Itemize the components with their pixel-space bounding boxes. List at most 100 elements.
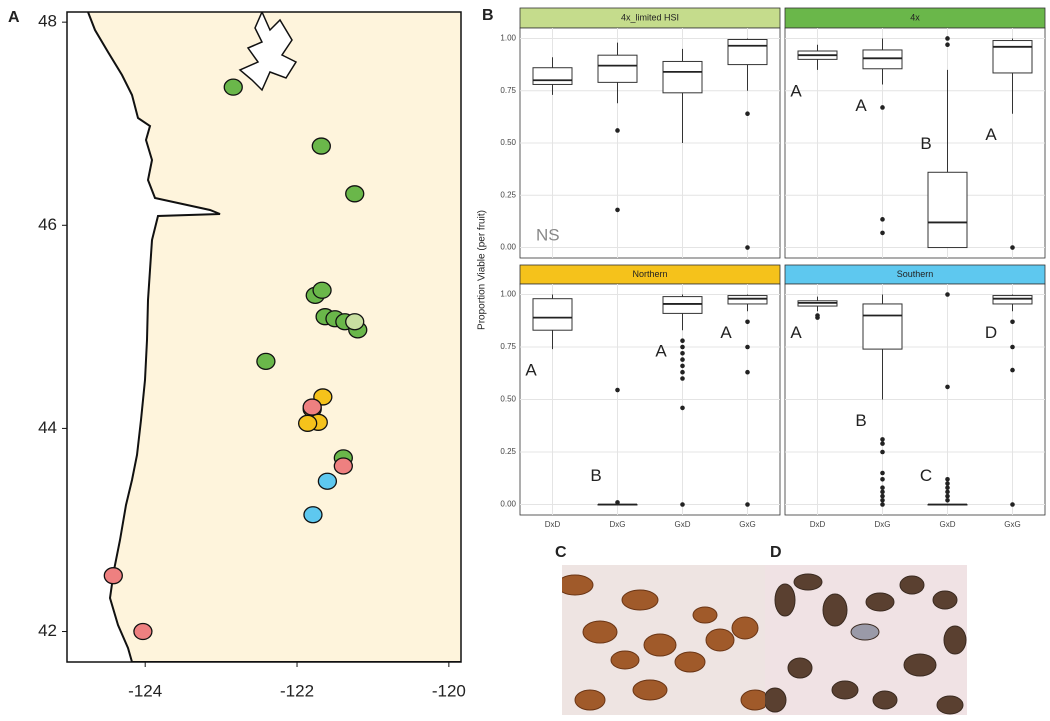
outlier [745, 245, 750, 250]
outlier [815, 315, 820, 320]
letter: A [655, 342, 667, 361]
outlier [745, 111, 750, 117]
letter: A [790, 323, 802, 342]
outlier [945, 498, 950, 503]
panel-label: B [482, 7, 494, 24]
box [862, 49, 903, 70]
site-point [256, 352, 276, 371]
y-tick-label: 0.25 [500, 190, 516, 199]
outlier [680, 351, 685, 356]
outlier [880, 105, 885, 110]
outlier [945, 485, 950, 491]
site-point [312, 281, 332, 299]
outlier [945, 384, 950, 390]
site-point [345, 185, 365, 203]
outlier [680, 357, 685, 362]
site-point [223, 78, 243, 96]
x-tick-label: -122 [280, 681, 314, 700]
y-tick-label: 0.00 [500, 500, 516, 509]
site-point [311, 137, 331, 155]
facet-title: 4x [910, 12, 920, 22]
seeds [765, 573, 967, 715]
x-tick-label: GxD [940, 520, 956, 529]
y-tick-label: 0.50 [500, 138, 516, 147]
x-tick-label: GxG [739, 520, 755, 529]
outlier [945, 292, 950, 297]
map [67, 12, 461, 662]
facet-title: Northern [632, 269, 667, 279]
outlier [945, 489, 950, 495]
outlier [880, 437, 885, 442]
outlier [680, 369, 685, 375]
outlier [880, 217, 885, 222]
x-tick-label: DxD [545, 520, 561, 529]
panel-label: A [8, 9, 20, 26]
site-point [103, 567, 123, 585]
box [662, 60, 703, 94]
y-tick-label: 0.00 [500, 243, 516, 252]
seeds [562, 574, 765, 711]
x-tick-label: GxD [675, 520, 691, 529]
box [927, 171, 968, 249]
outlier [880, 493, 885, 499]
x-tick-label: -120 [432, 681, 466, 700]
letter: A [525, 361, 537, 380]
y-tick-label: 46 [38, 215, 57, 234]
map-frame [66, 11, 462, 663]
outlier [880, 502, 885, 507]
letter: B [920, 134, 931, 153]
facet-title: 4x_limited HSI [621, 12, 679, 22]
annotation: NS [536, 225, 560, 244]
box [727, 39, 768, 66]
outlier [880, 470, 885, 476]
site-point [133, 622, 153, 641]
outlier [880, 477, 885, 482]
outlier [615, 387, 620, 393]
outlier [880, 489, 885, 495]
outlier [680, 344, 685, 350]
outlier [945, 477, 950, 482]
y-tick-label: 1.00 [500, 290, 516, 299]
land [87, 12, 461, 662]
letter: A [790, 81, 802, 100]
box [532, 298, 573, 331]
outlier [1010, 319, 1015, 325]
box [727, 295, 768, 305]
outlier [880, 230, 885, 236]
outlier [680, 363, 685, 369]
site-point [298, 414, 318, 432]
outlier [880, 485, 885, 491]
facet-title: Southern [897, 269, 934, 279]
outlier [945, 493, 950, 499]
box [992, 295, 1033, 305]
y-tick-label: 44 [38, 418, 57, 437]
outlier [680, 338, 685, 344]
letter: B [590, 466, 601, 485]
outlier [680, 405, 685, 411]
outlier [880, 441, 885, 446]
outlier [745, 319, 750, 325]
panel-label: C [555, 544, 567, 561]
y-tick-label: 48 [38, 12, 57, 31]
outlier [615, 207, 620, 213]
y-tick-label: 0.50 [500, 395, 516, 404]
box [597, 54, 638, 83]
outlier [680, 502, 685, 507]
site-point [317, 472, 338, 490]
outlier [945, 42, 950, 48]
outlier [745, 344, 750, 350]
outlier [945, 481, 950, 486]
site-point [302, 398, 322, 416]
box [992, 40, 1033, 74]
y-tick-label: 0.75 [500, 86, 516, 95]
panel-label: D [770, 544, 782, 561]
outlier [1010, 502, 1015, 507]
y-tick-label: 42 [38, 621, 57, 640]
outlier [880, 498, 885, 503]
outlier [880, 449, 885, 455]
outlier [680, 376, 685, 381]
box [662, 296, 703, 314]
y-tick-label: 0.25 [500, 447, 516, 456]
outlier [745, 369, 750, 375]
